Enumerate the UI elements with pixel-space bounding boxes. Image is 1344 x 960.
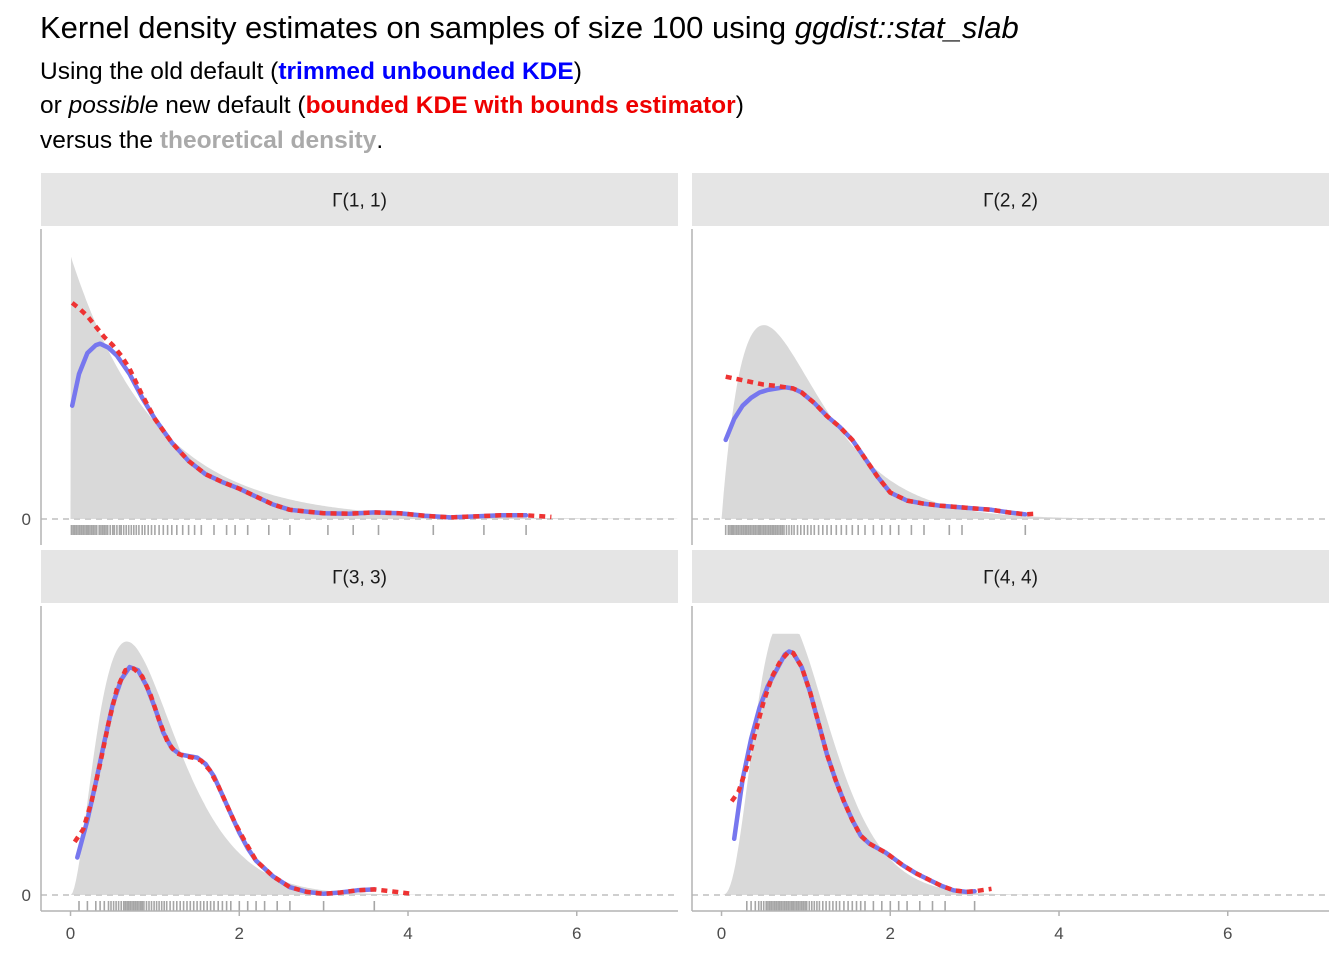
bounded-kde-line [70,301,552,520]
theoretical-density [721,325,1329,519]
panel-4: Γ(4, 4) 0 2 4 6 [691,550,1329,943]
theoretical-density [70,256,678,519]
theoretical-density [721,633,1329,895]
legend-unbounded: trimmed unbounded KDE [278,58,574,85]
x-tick-label: 4 [403,924,412,943]
x-tick-label: 6 [1223,924,1232,943]
x-tick-label: 6 [572,924,581,943]
panel-2: Γ(2, 2) [691,173,1329,545]
theoretical-density [70,641,678,895]
subtitle-line-2: or possible new default (bounded KDE wit… [40,92,744,119]
subtitle-line-3: versus the theoretical density. [40,127,384,154]
panel-3: Γ(3, 3) 0 0 2 4 6 [22,550,678,943]
bounded-kde-line [72,666,413,897]
subtitle-line-1: Using the old default (trimmed unbounded… [40,58,582,85]
x-tick-label: 4 [1054,924,1063,943]
bounded-kde-line [729,649,992,895]
x-tick-label: 2 [235,924,244,943]
facet-label: Γ(3, 3) [332,568,387,589]
panel-1: Γ(1, 1) 0 [22,173,678,545]
x-tick-label: 0 [66,924,75,943]
facet-strip [41,173,678,226]
legend-theoretical: theoretical density [159,127,377,154]
facet-label: Γ(4, 4) [983,568,1038,589]
facet-label: Γ(2, 2) [983,191,1038,212]
facet-strip [41,550,678,603]
rug [70,525,527,535]
x-tick-label: 0 [717,924,726,943]
y-tick-label: 0 [22,510,31,529]
facet-strip [692,173,1329,226]
x-tick-label: 2 [886,924,895,943]
legend-bounded: bounded KDE with bounds estimator [305,92,736,119]
chart-title: Kernel density estimates on samples of s… [40,10,1019,45]
rug [724,525,1027,535]
facet-strip [692,550,1329,603]
facet-label: Γ(1, 1) [332,191,387,212]
bounded-kde-line [725,374,1039,517]
unbounded-kde-line [723,384,1028,517]
y-tick-label: 0 [22,886,31,905]
rug [78,901,376,911]
rug [745,901,976,911]
